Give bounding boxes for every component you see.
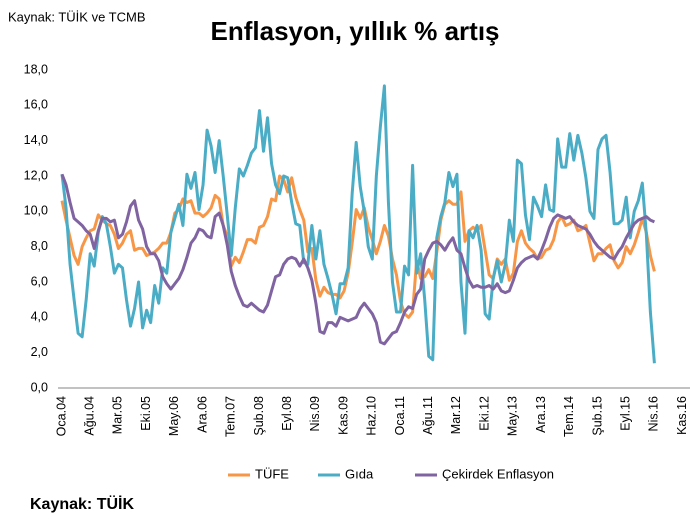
x-tick-label: May.06 — [167, 396, 181, 436]
source-top: Kaynak: TÜİK ve TCMB — [8, 9, 146, 24]
x-tick-label: Şub.15 — [590, 396, 604, 436]
y-tick-label: 6,0 — [31, 274, 48, 288]
x-tick-label: Mar.05 — [111, 396, 125, 434]
series-line — [60, 84, 656, 364]
x-tick-label: Oca.11 — [393, 396, 407, 435]
x-tick-label: Oca.04 — [54, 396, 68, 436]
x-tick-label: Eyl.08 — [280, 396, 294, 431]
source-bottom: Kaynak: TÜİK — [30, 494, 134, 513]
y-tick-label: 10,0 — [24, 204, 48, 218]
y-tick-label: 8,0 — [31, 239, 48, 253]
x-tick-label: Ağu.11 — [421, 396, 435, 435]
x-tick-label: Mar.12 — [449, 396, 463, 434]
x-tick-label: Ağu.04 — [83, 396, 97, 436]
series-line — [60, 173, 656, 346]
y-tick-label: 18,0 — [24, 62, 48, 76]
x-tick-label: Tem.07 — [224, 396, 238, 437]
y-tick-label: 14,0 — [24, 133, 48, 147]
y-tick-label: 0,0 — [31, 380, 48, 394]
x-tick-label: Ara.13 — [534, 396, 548, 433]
y-tick-label: 16,0 — [24, 98, 48, 112]
chart-title: Enflasyon, yıllık % artış — [211, 16, 500, 46]
x-tick-label: Şub.08 — [252, 396, 266, 436]
x-tick-label: Nis.09 — [308, 396, 322, 431]
legend-label: TÜFE — [255, 466, 289, 481]
x-tick-label: Eki.05 — [139, 396, 153, 431]
y-tick-label: 2,0 — [31, 345, 48, 359]
legend-label: Gıda — [345, 466, 374, 481]
x-tick-label: Haz.10 — [365, 396, 379, 436]
series-line — [60, 174, 656, 319]
x-tick-label: Tem.14 — [562, 396, 576, 437]
x-tick-label: Kas.09 — [336, 396, 350, 435]
x-tick-label: Eki.12 — [477, 396, 491, 431]
x-tick-label: Nis.16 — [647, 396, 661, 431]
y-tick-label: 4,0 — [31, 310, 48, 324]
x-tick-label: Ara.06 — [195, 396, 209, 433]
y-tick-label: 12,0 — [24, 168, 48, 182]
legend-label: Çekirdek Enflasyon — [442, 466, 554, 481]
x-tick-label: Eyl.15 — [618, 396, 632, 431]
x-tick-label: Kas.16 — [675, 396, 689, 435]
x-tick-label: May.13 — [506, 396, 520, 436]
